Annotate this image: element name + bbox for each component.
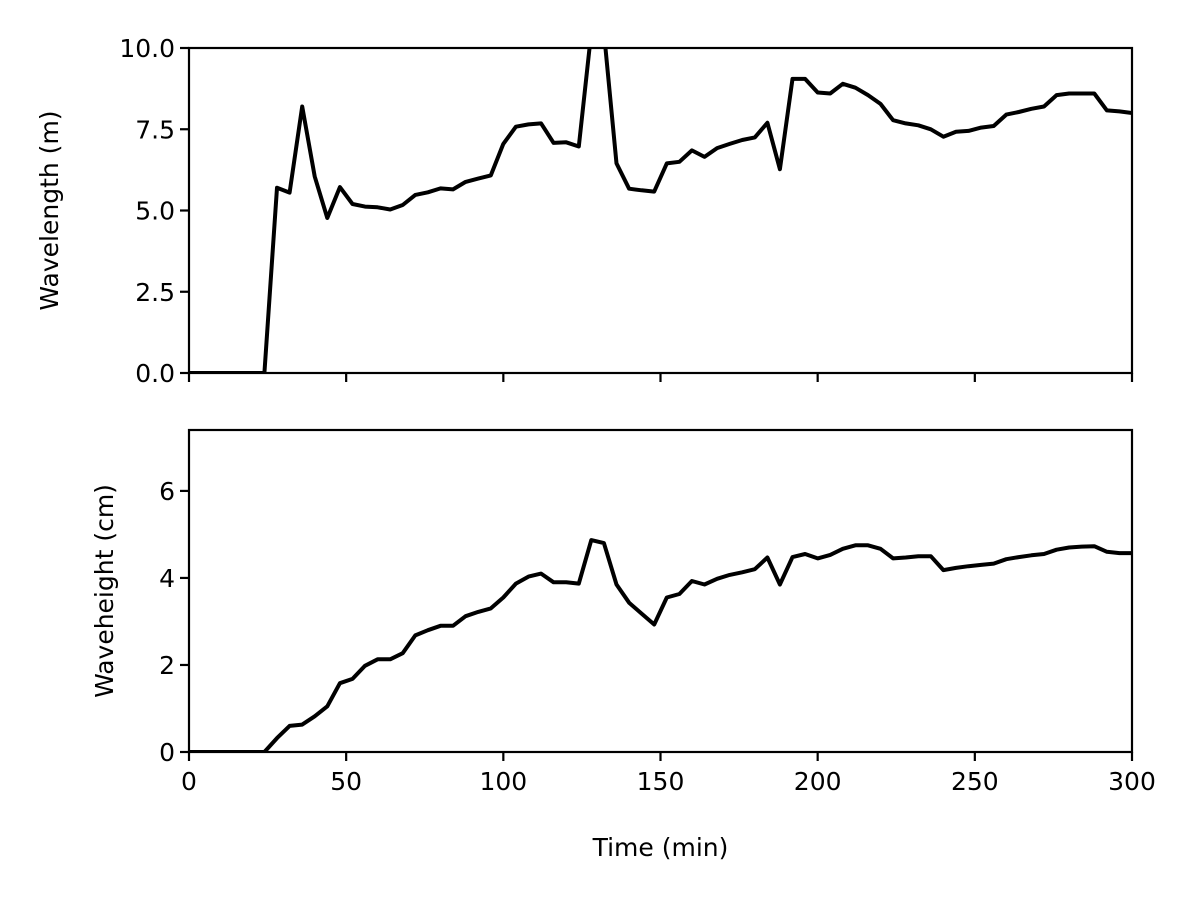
wavelength-y-tick-label: 2.5 [135,278,175,307]
wavelength-panel: 0.0 2.5 5.0 7.5 10.0 Wavelength (m) [35,34,1134,388]
wavelength-y-tick-label: 5.0 [135,197,175,226]
waveheight-y-tick-label: 2 [159,651,175,680]
waveheight-series [189,538,1132,752]
wavelength-ticks: 0.0 2.5 5.0 7.5 10.0 [119,34,1134,388]
waveheight-ticks: 0 50 100 150 200 250 300 0 2 4 6 [159,477,1156,796]
waveheight-x-tick-label: 150 [637,767,685,796]
waveheight-line-0 [189,538,1132,752]
waveheight-x-tick-label: 0 [181,767,197,796]
waveheight-y-tick-label: 0 [159,738,175,767]
wavelength-y-axis-label: Wavelength (m) [35,110,64,310]
waveheight-panel: 0 50 100 150 200 250 300 0 2 4 6 Waveheight (cm) T… [90,428,1156,862]
waveheight-x-tick-label: 50 [330,767,362,796]
wavelength-series [189,48,1132,373]
wavelength-y-tick-label: 0.0 [135,359,175,388]
wavelength-y-tick-label: 10.0 [119,34,175,63]
waveheight-x-tick-label: 200 [794,767,842,796]
waveheight-y-axis-label: Waveheight (cm) [90,484,119,698]
waveheight-x-tick-label: 100 [479,767,527,796]
waveheight-y-tick-label: 4 [159,564,175,593]
wavelength-line-0 [189,48,1132,373]
wavelength-y-tick-label: 7.5 [135,115,175,144]
time-x-axis-label: Time (min) [592,833,729,862]
waveheight-x-tick-label: 250 [951,767,999,796]
waveheight-y-tick-label: 6 [159,477,175,506]
waveheight-x-tick-label: 300 [1108,767,1156,796]
